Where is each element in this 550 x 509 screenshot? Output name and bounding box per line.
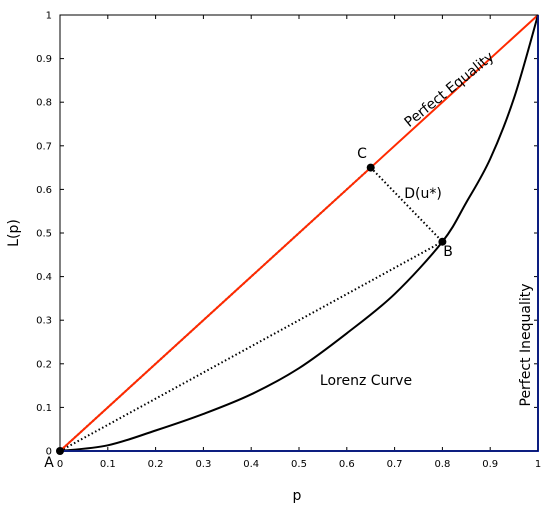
y-tick-label: 0.8 <box>36 98 52 109</box>
point-b-label: B <box>443 244 453 260</box>
y-tick-label: 1 <box>46 11 52 22</box>
perfect-equality-label: Perfect Equality <box>402 49 498 131</box>
y-tick-label: 0.5 <box>36 229 52 240</box>
point-a-label: A <box>44 455 54 471</box>
y-tick-label: 0.9 <box>36 54 52 65</box>
y-tick-label: 0.1 <box>36 403 52 414</box>
y-tick-label: 0 <box>46 447 52 458</box>
x-tick-label: 0.7 <box>387 459 403 470</box>
y-axis-label: L(p) <box>6 219 22 247</box>
x-tick-label: 0 <box>57 459 63 470</box>
x-tick-label: 1 <box>535 459 541 470</box>
x-tick-label: 0.9 <box>482 459 498 470</box>
y-tick-label: 0.4 <box>36 272 52 283</box>
y-tick-label: 0.6 <box>36 185 52 196</box>
y-tick-label: 0.3 <box>36 316 52 327</box>
lorenz-curve-label: Lorenz Curve <box>320 373 412 389</box>
x-tick-label: 0.5 <box>291 459 307 470</box>
y-tick-label: 0.2 <box>36 359 52 370</box>
point-b-marker <box>438 237 447 246</box>
x-tick-label: 0.6 <box>339 459 355 470</box>
y-tick-label: 0.7 <box>36 141 52 152</box>
lorenz-curve-line <box>59 14 539 452</box>
x-tick-label: 0.3 <box>195 459 211 470</box>
x-axis-label: p <box>293 488 302 504</box>
point-c-label: C <box>357 146 367 162</box>
chart-points <box>56 163 447 455</box>
perfect-equality-line <box>59 14 539 452</box>
dotted-segment <box>59 240 443 452</box>
perfect-inequality-label: Perfect Inequality <box>518 284 534 407</box>
x-tick-label: 0.4 <box>243 459 259 470</box>
plot-frame <box>59 14 539 452</box>
y-axis-ticks: 0 0.1 0.2 0.3 0.4 0.5 0.6 0.7 0.8 0.9 1 <box>36 11 538 458</box>
x-tick-label: 0.2 <box>148 459 164 470</box>
x-tick-label: 0.1 <box>100 459 116 470</box>
point-a-marker <box>56 447 64 455</box>
x-tick-label: 0.8 <box>434 459 450 470</box>
dotted-segment <box>369 166 444 243</box>
dotted-segments <box>59 166 444 452</box>
x-axis-ticks: 0 0.1 0.2 0.3 0.4 0.5 0.6 0.7 0.8 0.9 1 <box>57 15 541 470</box>
point-c-marker <box>366 163 375 172</box>
distance-label: D(u*) <box>404 186 442 202</box>
